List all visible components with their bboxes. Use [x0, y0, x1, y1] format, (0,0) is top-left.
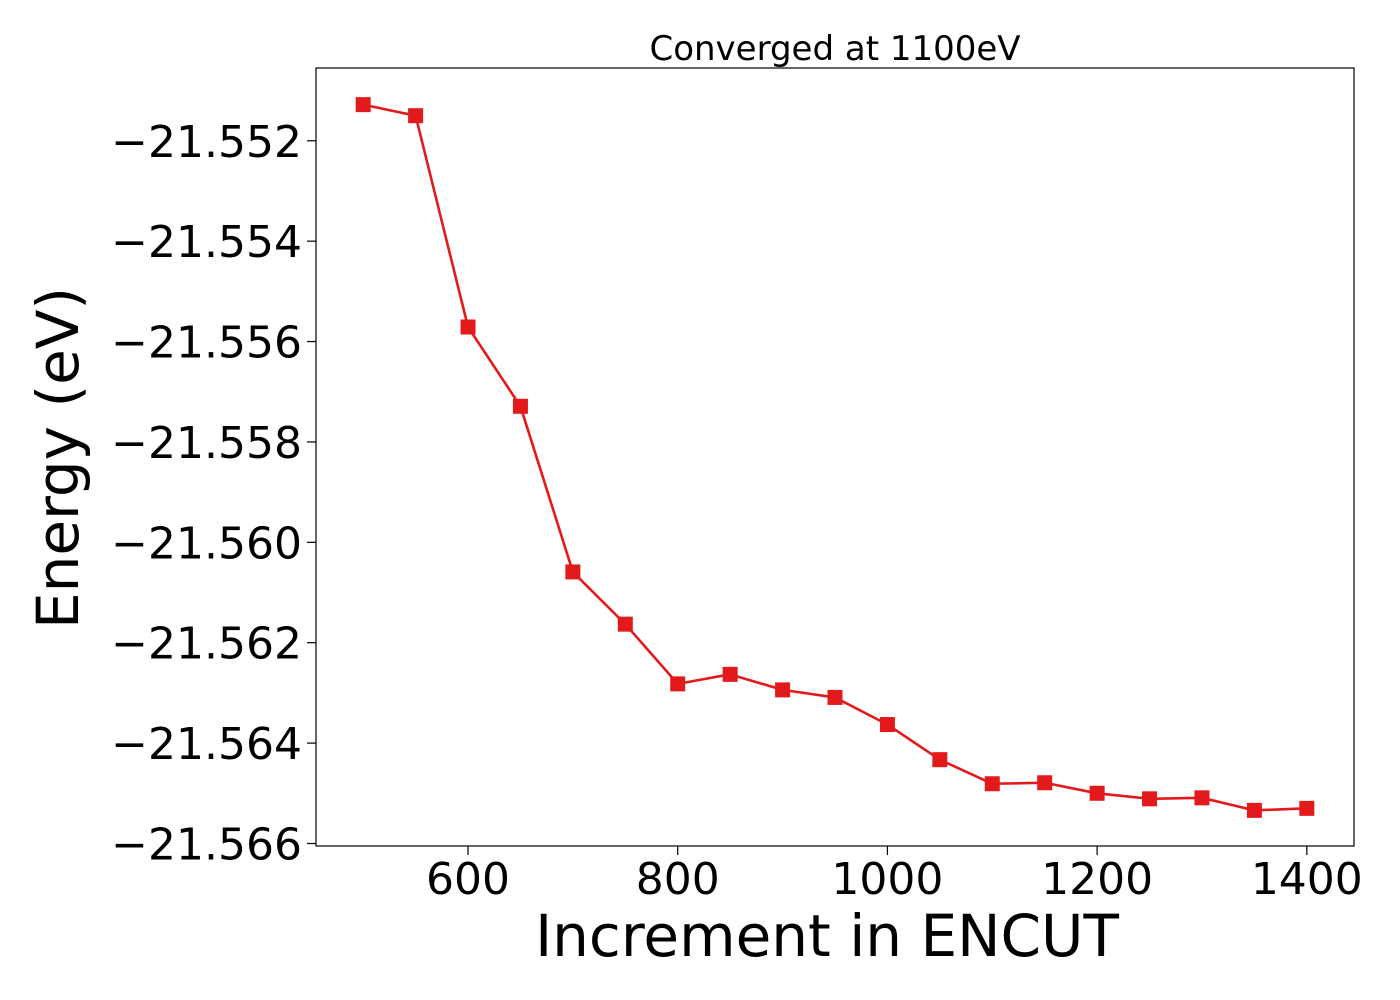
data-point-marker [722, 666, 738, 682]
data-point-marker [1142, 791, 1158, 807]
y-tick-label: −21.566 [111, 819, 302, 870]
y-tick-label: −21.564 [111, 719, 302, 770]
data-point-marker [565, 564, 581, 580]
y-axis-ticks: −21.552 −21.554 −21.556 −21.558 −21.560 −21.5… [111, 117, 316, 870]
y-tick-label: −21.556 [111, 318, 302, 369]
data-point-marker [512, 398, 528, 414]
x-tick-label: 1200 [1041, 854, 1153, 905]
x-tick-label: 600 [426, 854, 510, 905]
x-tick-label: 1400 [1251, 854, 1363, 905]
data-point-marker [1246, 802, 1262, 818]
chart-title: Converged at 1100eV [649, 29, 1020, 69]
data-point-marker [1194, 790, 1210, 806]
data-point-marker [1037, 775, 1053, 791]
data-point-marker [355, 97, 371, 113]
y-tick-label: −21.558 [111, 418, 302, 469]
data-point-marker [775, 682, 791, 698]
x-tick-label: 1000 [831, 854, 943, 905]
data-point-marker [1299, 800, 1315, 816]
data-point-marker [984, 776, 1000, 792]
data-point-marker [932, 752, 948, 768]
y-axis-label: Energy (eV) [24, 287, 92, 629]
data-point-marker [670, 676, 686, 692]
series-layer [355, 97, 1315, 818]
data-point-marker [408, 108, 424, 124]
data-point-marker [1089, 785, 1105, 801]
plot-area-frame [315, 67, 1355, 847]
y-tick-label: −21.554 [111, 217, 302, 268]
data-point-marker [617, 616, 633, 632]
x-tick-label: 800 [636, 854, 720, 905]
x-axis-label: Increment in ENCUT [535, 902, 1119, 970]
y-tick-label: −21.562 [111, 619, 302, 670]
y-tick-label: −21.552 [111, 117, 302, 168]
x-axis-ticks: 600 800 1000 1200 1400 [426, 846, 1363, 905]
data-point-marker [827, 689, 843, 705]
data-point-marker [879, 717, 895, 733]
y-tick-label: −21.560 [111, 518, 302, 569]
data-point-marker [460, 319, 476, 335]
